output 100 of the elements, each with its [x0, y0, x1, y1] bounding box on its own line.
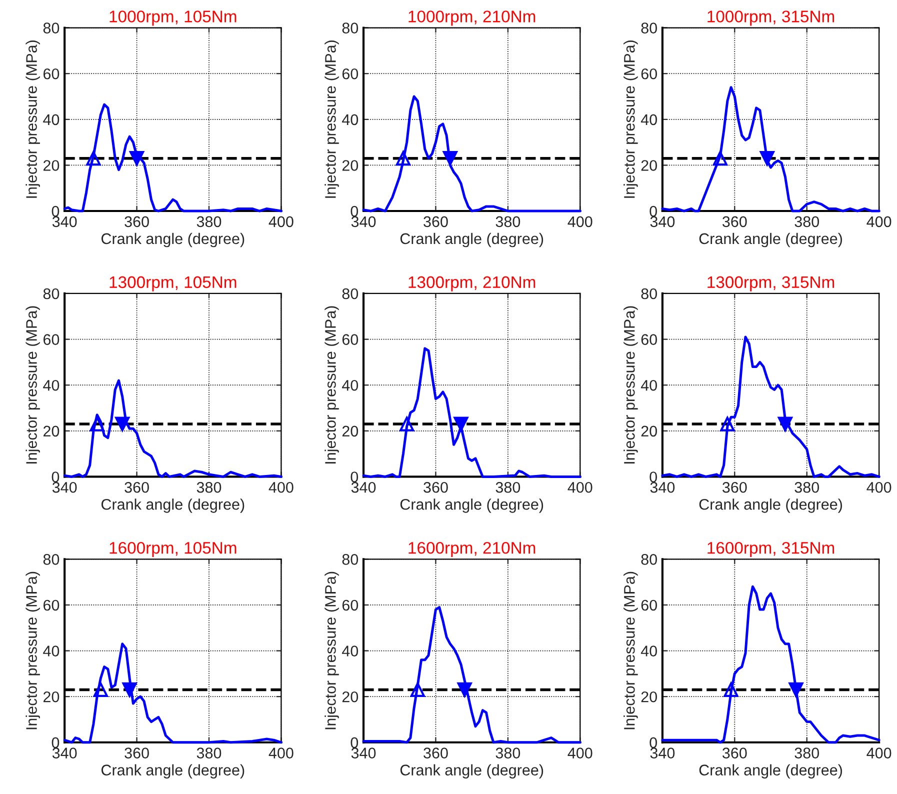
y-tick-label: 60: [44, 68, 60, 80]
y-axis-title: Injector pressure (MPa): [624, 572, 638, 730]
y-tick-label: 80: [641, 554, 657, 565]
chart-title: 1300rpm, 210Nm: [408, 276, 536, 292]
x-tick-label: 380: [196, 216, 222, 228]
x-tick-label: 340: [52, 482, 77, 493]
y-tick-label: 80: [641, 22, 657, 34]
x-tick-label: 360: [722, 216, 747, 228]
y-tick-label: 60: [641, 600, 657, 611]
chart-title: 1000rpm, 210Nm: [408, 10, 536, 26]
y-tick-label: 0: [52, 737, 60, 748]
y-axis-title: Injector pressure (MPa): [26, 572, 40, 730]
y-tick-label: 40: [43, 380, 60, 391]
y-tick-label: 80: [641, 288, 657, 300]
x-axis-title: Crank angle (degree): [699, 498, 842, 513]
x-tick-label: 360: [424, 748, 448, 758]
x-tick-label: 340: [650, 482, 675, 493]
y-tick-label: 60: [641, 334, 657, 345]
y-tick-label: 80: [342, 22, 358, 34]
y-tick-label: 20: [641, 160, 657, 171]
x-tick-label: 360: [722, 482, 747, 493]
x-tick-label: 400: [268, 748, 294, 758]
x-tick-label: 400: [568, 748, 592, 758]
x-tick-label: 340: [650, 748, 675, 758]
x-tick-label: 340: [351, 216, 376, 228]
x-tick-label: 380: [794, 482, 820, 493]
x-axis-title: Crank angle (degree): [699, 764, 842, 779]
y-tick-label: 60: [44, 600, 60, 611]
y-axis-title: Injector pressure (MPa): [324, 306, 339, 464]
x-tick-label: 380: [496, 748, 520, 758]
y-axis-title: Injector pressure (MPa): [26, 306, 40, 464]
y-tick-label: 20: [641, 691, 657, 702]
x-tick-label: 360: [424, 216, 448, 228]
y-tick-label: 80: [43, 554, 60, 565]
y-axis-title: Injector pressure (MPa): [324, 40, 339, 198]
y-tick-label: 80: [43, 22, 60, 34]
y-axis-title: Injector pressure (MPa): [624, 40, 638, 198]
chart-title: 1600rpm, 315Nm: [708, 542, 834, 558]
x-tick-label: 340: [52, 216, 77, 228]
y-tick-label: 0: [650, 472, 657, 482]
y-tick-label: 40: [342, 114, 358, 126]
y-tick-label: 80: [342, 554, 358, 565]
y-tick-label: 20: [44, 160, 60, 171]
x-tick-label: 380: [196, 482, 222, 493]
x-tick-label: 380: [496, 216, 520, 228]
x-tick-label: 360: [124, 216, 149, 228]
chart-title: 1300rpm, 315Nm: [708, 276, 834, 292]
x-axis-title: Crank angle (degree): [400, 498, 544, 513]
x-tick-label: 380: [794, 216, 820, 228]
y-tick-label: 40: [43, 646, 60, 656]
y-tick-label: 0: [350, 472, 358, 482]
y-tick-label: 60: [342, 334, 358, 345]
y-tick-label: 0: [350, 737, 358, 748]
y-axis-title: Injector pressure (MPa): [324, 572, 339, 730]
y-tick-label: 40: [640, 646, 657, 656]
y-tick-label: 20: [44, 691, 60, 702]
x-axis-title: Crank angle (degree): [400, 232, 544, 248]
x-tick-label: 380: [794, 748, 820, 758]
x-tick-label: 400: [568, 216, 592, 228]
y-tick-label: 60: [44, 334, 60, 345]
x-tick-label: 400: [568, 482, 592, 493]
y-tick-label: 20: [342, 691, 358, 702]
y-tick-label: 80: [43, 288, 60, 300]
y-tick-label: 60: [342, 68, 358, 80]
x-tick-label: 400: [866, 482, 892, 493]
chart-title: 1300rpm, 105Nm: [110, 276, 236, 292]
chart-title: 1600rpm, 210Nm: [408, 542, 536, 558]
x-tick-label: 400: [866, 216, 892, 228]
y-tick-label: 20: [641, 426, 657, 437]
x-tick-label: 340: [52, 748, 77, 758]
x-tick-label: 400: [268, 216, 294, 228]
x-axis-title: Crank angle (degree): [101, 764, 244, 779]
y-tick-label: 80: [342, 288, 358, 300]
y-tick-label: 60: [641, 68, 657, 80]
y-tick-label: 20: [44, 426, 60, 437]
x-tick-label: 360: [722, 748, 747, 758]
x-axis-title: Crank angle (degree): [101, 232, 244, 248]
x-axis-title: Crank angle (degree): [101, 498, 244, 513]
x-axis-title: Crank angle (degree): [699, 232, 842, 248]
y-tick-label: 40: [640, 380, 657, 391]
y-tick-label: 20: [342, 426, 358, 437]
x-tick-label: 400: [866, 748, 892, 758]
x-tick-label: 340: [650, 216, 675, 228]
y-tick-label: 60: [342, 600, 358, 611]
x-tick-label: 340: [351, 748, 376, 758]
y-tick-label: 40: [43, 114, 60, 126]
y-tick-label: 0: [350, 206, 358, 217]
x-tick-label: 380: [496, 482, 520, 493]
y-tick-label: 20: [342, 160, 358, 171]
x-tick-label: 360: [424, 482, 448, 493]
x-tick-label: 360: [124, 482, 149, 493]
y-tick-label: 40: [342, 380, 358, 391]
x-tick-label: 340: [351, 482, 376, 493]
y-tick-label: 0: [650, 737, 657, 748]
y-tick-label: 40: [640, 114, 657, 126]
y-tick-label: 0: [52, 472, 60, 482]
x-tick-label: 380: [196, 748, 222, 758]
chart-title: 1000rpm, 315Nm: [708, 10, 834, 26]
y-tick-label: 40: [342, 646, 358, 656]
y-tick-label: 0: [650, 206, 657, 217]
